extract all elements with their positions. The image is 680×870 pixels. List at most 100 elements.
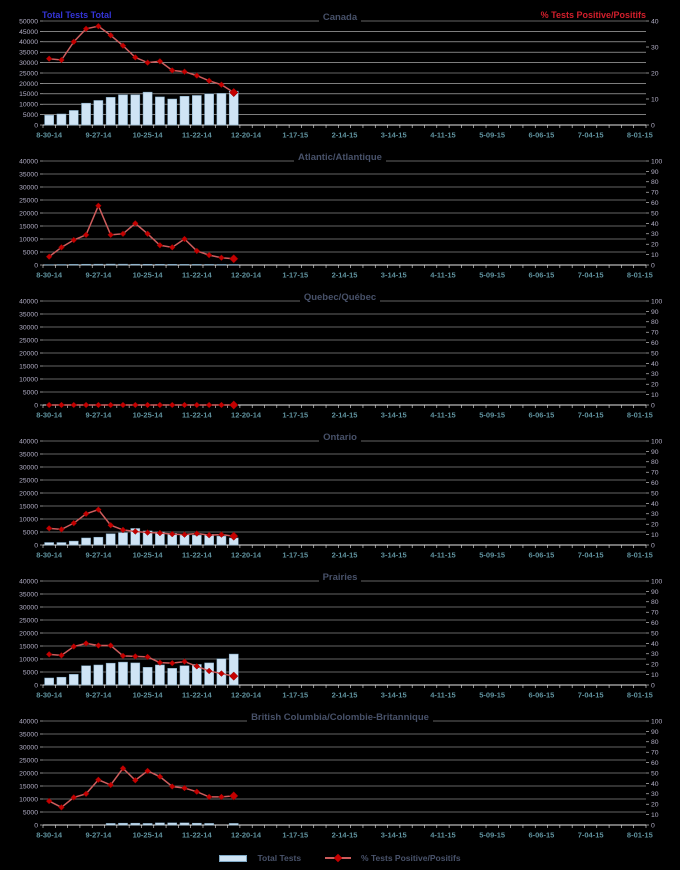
- chart-quebec: 0 5000 10000 15000 20000 25000 30000 35000 40000…: [19, 298, 663, 420]
- svg-text:9-27-14: 9-27-14: [85, 691, 112, 700]
- svg-text:0: 0: [651, 682, 655, 689]
- svg-text:2-14-15: 2-14-15: [332, 551, 358, 560]
- svg-text:5-09-15: 5-09-15: [479, 411, 505, 420]
- svg-text:5-09-15: 5-09-15: [479, 831, 505, 840]
- svg-text:20000: 20000: [19, 350, 38, 357]
- svg-text:4-11-15: 4-11-15: [430, 691, 455, 700]
- svg-text:8-01-15: 8-01-15: [627, 411, 653, 420]
- svg-text:20: 20: [651, 70, 659, 77]
- svg-text:0: 0: [34, 682, 38, 689]
- svg-text:100: 100: [651, 158, 663, 165]
- svg-text:11-22-14: 11-22-14: [182, 271, 212, 280]
- svg-text:3-14-15: 3-14-15: [381, 131, 407, 140]
- svg-text:25000: 25000: [19, 337, 38, 344]
- svg-text:1-17-15: 1-17-15: [282, 551, 308, 560]
- left-axis-title: Total Tests Total: [40, 10, 114, 20]
- svg-text:30: 30: [651, 511, 659, 518]
- svg-text:1-17-15: 1-17-15: [282, 831, 308, 840]
- svg-text:5000: 5000: [23, 389, 38, 396]
- panel-canada: 0 5000 10000 15000 20000 25000 30000 35000 40000…: [0, 5, 680, 145]
- svg-text:4-11-15: 4-11-15: [430, 411, 455, 420]
- svg-text:40: 40: [651, 501, 659, 508]
- svg-text:30: 30: [651, 231, 659, 238]
- chart-canada: 0 5000 10000 15000 20000 25000 30000 35000 40000…: [19, 18, 659, 140]
- svg-text:20000: 20000: [19, 630, 38, 637]
- svg-text:20: 20: [651, 662, 659, 669]
- svg-text:25000: 25000: [19, 477, 38, 484]
- svg-text:11-22-14: 11-22-14: [182, 831, 212, 840]
- svg-text:9-27-14: 9-27-14: [85, 831, 112, 840]
- svg-text:20000: 20000: [19, 210, 38, 217]
- svg-text:50: 50: [651, 770, 659, 777]
- svg-text:10-25-14: 10-25-14: [133, 411, 164, 420]
- svg-text:40000: 40000: [19, 718, 38, 725]
- svg-text:35000: 35000: [19, 50, 38, 57]
- panel-prairies: 0 5000 10000 15000 20000 25000 30000 35000 40000…: [0, 565, 680, 705]
- svg-text:12-20-14: 12-20-14: [231, 411, 262, 420]
- svg-text:90: 90: [651, 729, 659, 736]
- svg-text:50: 50: [651, 490, 659, 497]
- svg-text:12-20-14: 12-20-14: [231, 271, 262, 280]
- svg-text:2-14-15: 2-14-15: [332, 131, 358, 140]
- svg-text:80: 80: [651, 179, 659, 186]
- svg-text:30: 30: [651, 371, 659, 378]
- svg-text:8-30-14: 8-30-14: [36, 691, 63, 700]
- svg-text:15000: 15000: [19, 783, 38, 790]
- svg-text:5-09-15: 5-09-15: [479, 131, 505, 140]
- svg-text:8-30-14: 8-30-14: [36, 411, 63, 420]
- svg-text:90: 90: [651, 589, 659, 596]
- svg-text:80: 80: [651, 739, 659, 746]
- svg-text:4-11-15: 4-11-15: [430, 551, 455, 560]
- svg-text:60: 60: [651, 340, 659, 347]
- svg-text:10-25-14: 10-25-14: [133, 131, 164, 140]
- svg-text:10-25-14: 10-25-14: [133, 271, 164, 280]
- svg-text:2-14-15: 2-14-15: [332, 271, 358, 280]
- svg-text:5000: 5000: [23, 529, 38, 536]
- svg-text:8-01-15: 8-01-15: [627, 831, 653, 840]
- svg-text:80: 80: [651, 319, 659, 326]
- svg-text:20000: 20000: [19, 490, 38, 497]
- svg-text:20: 20: [651, 382, 659, 389]
- svg-text:10-25-14: 10-25-14: [133, 691, 164, 700]
- svg-text:0: 0: [34, 822, 38, 829]
- svg-text:30000: 30000: [19, 60, 38, 67]
- svg-text:8-01-15: 8-01-15: [627, 691, 653, 700]
- svg-text:8-01-15: 8-01-15: [627, 551, 653, 560]
- svg-text:10000: 10000: [19, 796, 38, 803]
- svg-text:20000: 20000: [19, 81, 38, 88]
- svg-text:5000: 5000: [23, 249, 38, 256]
- svg-text:7-04-15: 7-04-15: [578, 551, 604, 560]
- svg-text:9-27-14: 9-27-14: [85, 411, 112, 420]
- svg-text:40000: 40000: [19, 578, 38, 585]
- svg-text:4-11-15: 4-11-15: [430, 131, 455, 140]
- svg-text:60: 60: [651, 620, 659, 627]
- svg-text:2-14-15: 2-14-15: [332, 831, 358, 840]
- svg-text:15000: 15000: [19, 363, 38, 370]
- svg-text:10000: 10000: [19, 516, 38, 523]
- svg-text:100: 100: [651, 578, 663, 585]
- svg-text:10: 10: [651, 532, 659, 539]
- svg-text:80: 80: [651, 599, 659, 606]
- svg-text:10: 10: [651, 672, 659, 679]
- svg-text:10000: 10000: [19, 376, 38, 383]
- chart-legend: Total Tests % Tests Positive/Positifs: [0, 847, 680, 869]
- svg-text:40000: 40000: [19, 158, 38, 165]
- right-axis-title: % Tests Positive/Positifs: [538, 10, 648, 20]
- svg-text:40000: 40000: [19, 39, 38, 46]
- svg-text:20: 20: [651, 242, 659, 249]
- chart-atlantic: 0 5000 10000 15000 20000 25000 30000 35000 40000…: [19, 158, 663, 280]
- legend-total-tests-label: Total Tests: [257, 853, 302, 863]
- svg-text:30: 30: [651, 651, 659, 658]
- panel-atlantic: 0 5000 10000 15000 20000 25000 30000 35000 40000…: [0, 145, 680, 285]
- panel-ontario: 0 5000 10000 15000 20000 25000 30000 35000 40000…: [0, 425, 680, 565]
- svg-text:60: 60: [651, 200, 659, 207]
- panel-quebec: 0 5000 10000 15000 20000 25000 30000 35000 40000…: [0, 285, 680, 425]
- svg-text:12-20-14: 12-20-14: [231, 131, 262, 140]
- svg-text:100: 100: [651, 298, 663, 305]
- svg-text:3-14-15: 3-14-15: [381, 691, 407, 700]
- svg-text:11-22-14: 11-22-14: [182, 691, 212, 700]
- svg-text:3-14-15: 3-14-15: [381, 831, 407, 840]
- svg-text:45000: 45000: [19, 29, 38, 36]
- svg-text:10: 10: [651, 96, 659, 103]
- svg-text:8-01-15: 8-01-15: [627, 271, 653, 280]
